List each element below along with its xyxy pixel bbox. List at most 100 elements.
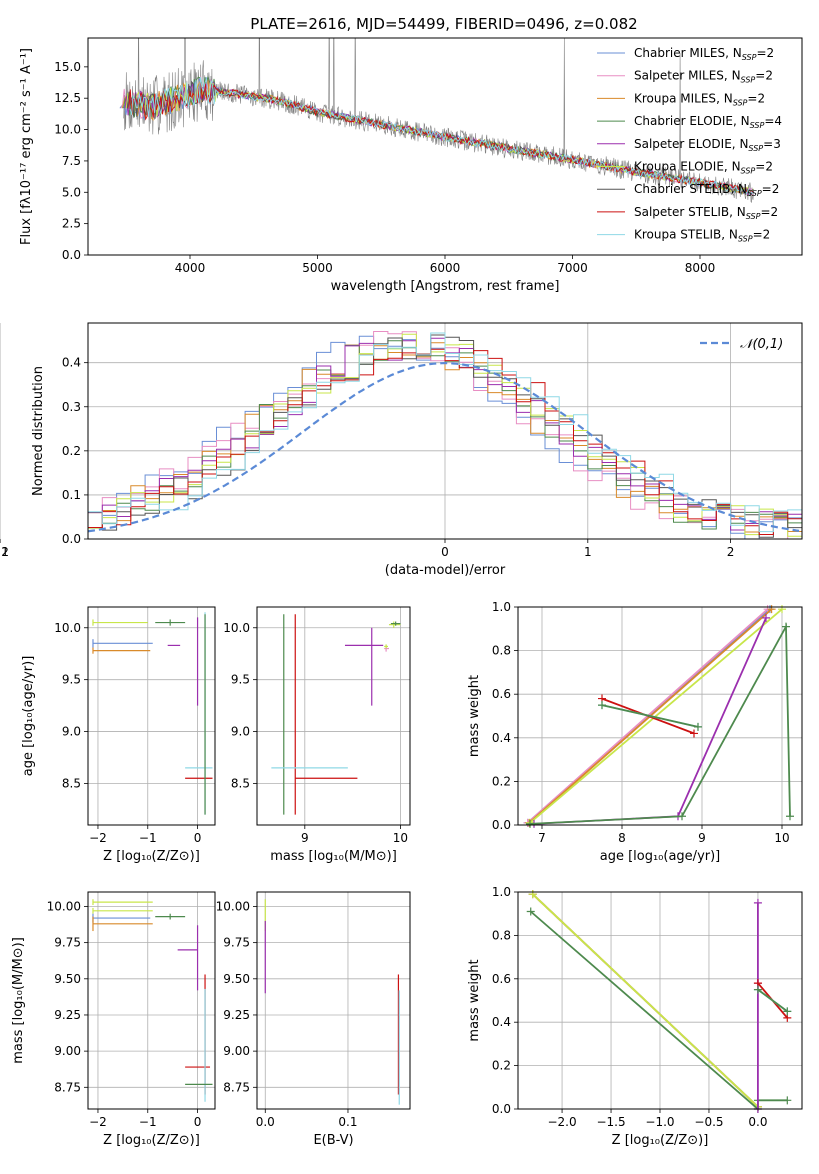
y-axis-label: Normed distribution	[31, 366, 46, 496]
y-axis-label: age [log₁₀(age/yr)]	[21, 656, 36, 777]
residual-legend: 𝒩(0,1)	[700, 337, 783, 352]
y-tick-label: 0.4	[492, 1015, 511, 1029]
y-tick-label: 0.6	[492, 687, 511, 701]
y-tick-label: 10.0	[54, 123, 81, 137]
x-tick-label: −1.5	[596, 1115, 625, 1129]
x-tick-label: 7	[538, 831, 546, 845]
y-tick-label: 7.5	[62, 154, 81, 168]
errorbar-point	[155, 619, 186, 626]
x-axis-label: Z [log₁₀(Z/Z⊙)]	[612, 1133, 709, 1148]
y-axis-label: Flux [fλ10⁻¹⁷ erg cm⁻² s⁻¹ A⁻¹]	[19, 48, 34, 245]
y-tick-label: 9.25	[54, 1008, 81, 1022]
x-tick-label: −1	[139, 831, 157, 845]
legend-entry: Chabrier STELIB, NSSP=2	[634, 182, 779, 198]
legend-entry: Kroupa MILES, NSSP=2	[634, 91, 765, 107]
weight-marker	[783, 1096, 792, 1105]
y-tick-label: 10.00	[47, 899, 81, 913]
axes-frame	[256, 606, 411, 826]
y-tick-label: 9.25	[223, 1008, 250, 1022]
legend-nssp-value: 4	[774, 114, 782, 128]
weight-marker	[753, 985, 762, 994]
weight-marker	[782, 622, 790, 631]
y-tick-label: 5.0	[62, 185, 81, 199]
legend-nssp-value: 3	[773, 137, 781, 151]
legend-equals: =	[763, 137, 773, 151]
legend-nssp-subscript: SSP	[750, 121, 765, 130]
x-tick-label: −2	[0, 545, 9, 559]
errorbar-point	[92, 899, 153, 906]
weight-marker	[526, 819, 534, 828]
y-tick-label: 9.0	[231, 725, 250, 739]
x-axis-label: mass [log₁₀(M/M⊙)]	[270, 849, 397, 864]
x-tick-label: 0.1	[338, 1115, 357, 1129]
weight-vs-Z-panel: −2.0 −1.5 −1.0 −0.5 0.0 0.0 0.2 0.4 0.6 0.8 1.0 Z […	[467, 885, 803, 1148]
legend-equals: =	[747, 91, 757, 105]
legend-nssp-value: 2	[771, 205, 779, 219]
x-tick-label: 0	[441, 545, 449, 559]
y-tick-label: 1.0	[492, 600, 511, 614]
weight-line	[757, 988, 788, 1013]
x-tick-label: 0.0	[256, 1115, 275, 1129]
y-tick-label: 9.5	[62, 673, 81, 687]
y-tick-label: 9.00	[223, 1044, 250, 1058]
y-tick-label: 10.00	[216, 899, 250, 913]
figure-title: PLATE=2616, MJD=54499, FIBERID=0496, z=0…	[250, 15, 637, 33]
legend-model-name: Chabrier MILES	[634, 46, 725, 60]
histogram-group	[88, 331, 802, 539]
legend-nssp-symbol: N	[724, 91, 733, 105]
legend-entry: Salpeter ELODIE, NSSP=3	[634, 137, 781, 153]
model-spectrum-line	[129, 77, 754, 196]
x-tick-label: 0	[194, 831, 202, 845]
y-tick-label: 8.75	[223, 1080, 250, 1094]
legend-nssp-symbol: N	[732, 160, 741, 174]
y-tick-label: 0.3	[62, 400, 81, 414]
legend-nssp-value: 2	[765, 69, 773, 83]
x-tick-label: 4000	[175, 261, 206, 275]
x-tick-label: 0.0	[748, 1115, 767, 1129]
errorbar-group	[271, 614, 401, 815]
x-tick-label: −2	[89, 1115, 107, 1129]
weight-marker	[678, 812, 686, 821]
legend-model-name: Salpeter ELODIE	[634, 137, 732, 151]
y-axis-label: mass weight	[467, 959, 482, 1041]
legend-model-name: Chabrier ELODIE	[634, 114, 733, 128]
x-tick-label: 9	[698, 831, 706, 845]
x-tick-label: −0.5	[694, 1115, 723, 1129]
y-tick-label: 12.5	[54, 91, 81, 105]
errorbar-group	[92, 612, 213, 815]
legend-equals: =	[755, 69, 765, 83]
legend-equals: =	[764, 114, 774, 128]
weight-marker	[694, 722, 702, 731]
weight-marker	[690, 729, 698, 738]
y-tick-label: 9.0	[62, 725, 81, 739]
legend-entry: Chabrier ELODIE, NSSP=4	[634, 114, 782, 130]
y-tick-label: 9.75	[223, 936, 250, 950]
x-tick-label: −1	[0, 545, 9, 559]
axes-frame	[256, 891, 411, 1110]
y-tick-label: 0.2	[62, 444, 81, 458]
legend-nssp-symbol: N	[739, 137, 748, 151]
spectrum-legend: Chabrier MILES, NSSP=2 Salpeter MILES, NS…	[597, 46, 782, 244]
x-tick-label: 8000	[685, 261, 716, 275]
y-tick-label: 8.5	[62, 776, 81, 790]
y-tick-label: 9.50	[54, 972, 81, 986]
legend-nssp-subscript: SSP	[741, 76, 756, 85]
legend-nssp-subscript: SSP	[738, 235, 753, 244]
age-vs-mass-panel: 9 10 8.5 9.0 9.5 10.0 mass [log₁₀(M/M⊙)]	[223, 606, 411, 864]
y-axis-label: mass [log₁₀(M/M⊙)]	[11, 937, 26, 1064]
errorbar-group	[264, 899, 400, 1105]
residuals-panel: −2−1 0 1 2 0.0 0.1 0.2 0.3 0.4 (data-model)/error…	[0, 322, 803, 578]
x-tick-label: −1	[139, 1115, 157, 1129]
legend-nssp-subscript: SSP	[742, 53, 757, 62]
legend-model-name: Kroupa STELIB	[634, 228, 721, 242]
x-tick-label: 9	[301, 831, 309, 845]
y-tick-label: 0.4	[62, 356, 81, 370]
legend-nssp-symbol: N	[737, 205, 746, 219]
y-tick-label: 8.75	[54, 1080, 81, 1094]
axes-frame	[87, 891, 216, 1110]
weight-line	[530, 910, 788, 1111]
errorbar-point	[388, 621, 401, 628]
y-tick-label: 9.5	[231, 673, 250, 687]
x-tick-label: 8	[618, 831, 626, 845]
axes-frame	[517, 891, 803, 1110]
